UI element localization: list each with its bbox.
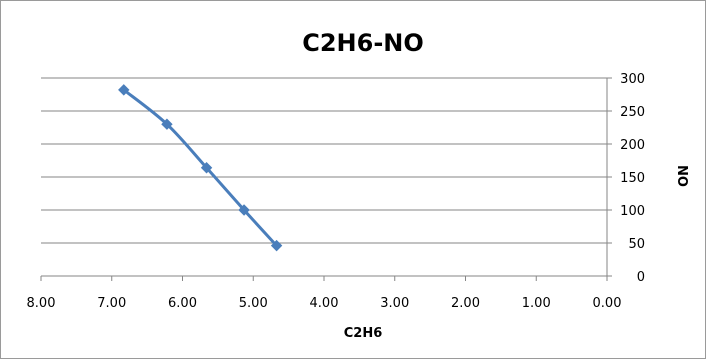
- chart-title: C2H6-NO: [302, 29, 424, 57]
- series-line-0: [122, 88, 279, 248]
- x-tick-label-2: 6.00: [168, 296, 197, 311]
- x-tick-label-0: 8.00: [27, 296, 56, 311]
- tick-labels: 0 50 100 150 200 250 300 8.00 7.00 6.00 5.00 4.00 3.…: [27, 72, 645, 311]
- y-tick-label-0: 0: [637, 270, 645, 285]
- y-tick-label-3: 150: [620, 171, 645, 186]
- x-tick-label-6: 2.00: [451, 296, 480, 311]
- data-point-2: [200, 162, 213, 174]
- x-tick-label-4: 4.00: [310, 296, 339, 311]
- x-tick-label-5: 3.00: [380, 296, 409, 311]
- x-axis-title: C2H6: [344, 326, 383, 341]
- series-layer: [118, 84, 283, 252]
- y-tick-label-5: 250: [620, 105, 645, 120]
- data-point-4: [270, 239, 283, 252]
- gridlines: [41, 77, 607, 244]
- data-point-3: [238, 204, 250, 216]
- axes: [40, 77, 612, 281]
- data-point-0: [118, 84, 130, 96]
- y-tick-label-2: 100: [620, 204, 645, 219]
- data-point-1: [161, 118, 173, 130]
- x-tick-label-8: 0.00: [593, 296, 622, 311]
- x-tick-label-3: 5.00: [239, 296, 268, 311]
- x-tick-label-1: 7.00: [97, 296, 126, 311]
- y-axis-title: NO: [674, 165, 689, 187]
- y-tick-label-4: 200: [620, 138, 645, 153]
- y-tick-label-1: 50: [628, 237, 645, 252]
- x-tick-label-7: 1.00: [522, 296, 551, 311]
- y-tick-label-6: 300: [620, 72, 645, 87]
